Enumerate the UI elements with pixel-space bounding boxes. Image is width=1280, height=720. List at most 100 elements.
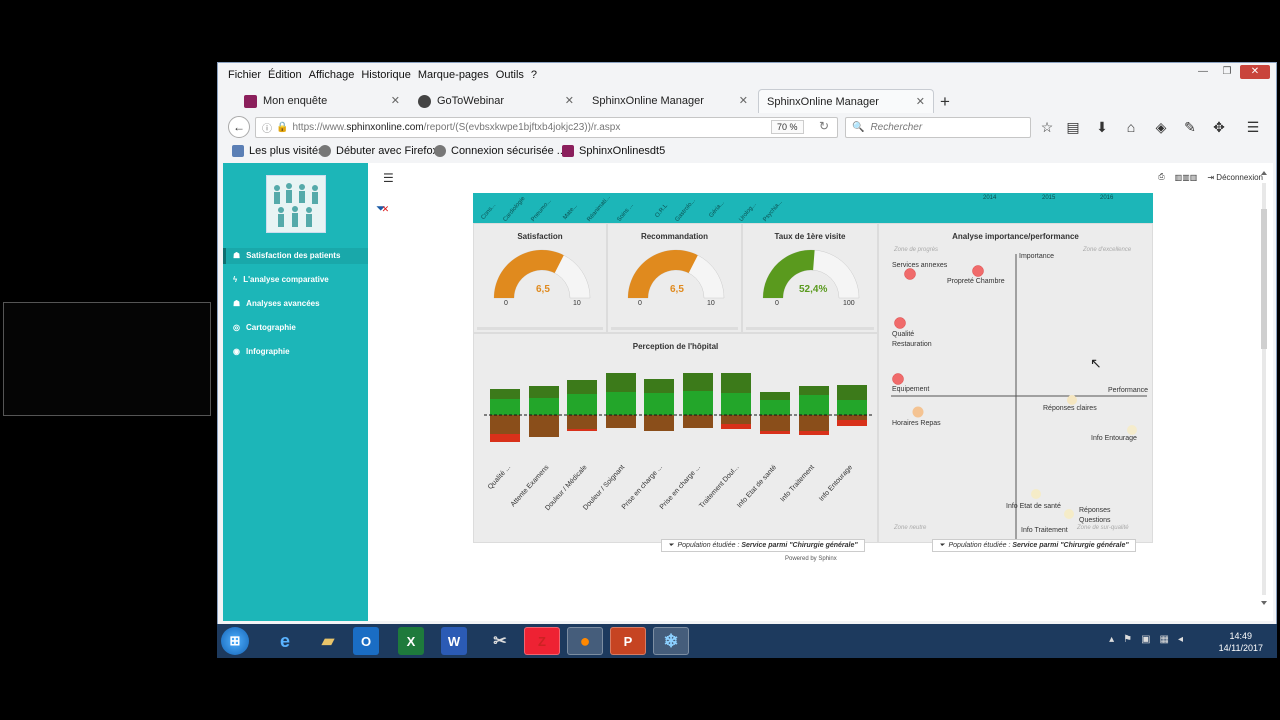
menu-historique[interactable]: Historique [361,69,411,81]
minimize-icon[interactable]: — [1198,66,1208,77]
zoom-indicator[interactable]: 70 % [771,120,804,134]
gauge-fill [763,250,815,298]
sidebar-item-comparative[interactable]: ϟ L'analyse comparative [233,275,329,284]
pen-icon[interactable]: ✎ [1184,119,1196,135]
bookmark-sphinx[interactable]: SphinxOnlinesdt5 [562,145,665,157]
powered-by: Powered by Sphinx [785,556,837,562]
sidebar-item-cartography[interactable]: ◎ Cartographie [233,323,296,332]
sidebar-item-infographic[interactable]: ◉ Infographie [233,347,290,356]
category-label: Prise en charge ... [658,464,703,511]
logout-button[interactable]: ⇥ Déconnexion [1207,172,1263,182]
point-qualite-restauration[interactable] [894,317,906,329]
folder-icon[interactable]: ▰ [321,633,335,650]
menu-outils[interactable]: Outils [495,69,524,81]
reload-icon[interactable]: ↻ [819,119,830,133]
print-icon[interactable]: ⎙ [1158,172,1165,181]
start-button[interactable]: ⊞ [221,627,249,655]
sidebar-item-satisfaction[interactable]: ☗ Satisfaction des patients [233,251,340,260]
tab-sphinx-1[interactable]: SphinxOnline Manager ✕ [584,89,756,113]
point-reponses-questions[interactable] [1064,509,1074,519]
close-icon[interactable]: ✕ [1240,65,1270,79]
bar-qualite [490,389,520,442]
extension-icon[interactable]: ✥ [1213,119,1225,135]
menu-edition[interactable]: Édition [268,69,302,81]
band-label: Réanimati... [586,194,612,223]
home-icon[interactable]: ⌂ [1126,119,1136,135]
powerpoint-icon[interactable]: P [610,627,646,655]
pocket-icon[interactable]: ◈ [1155,119,1167,135]
bookmark-firefox[interactable]: Débuter avec Firefox [319,145,438,157]
point-services-annexes[interactable] [904,268,916,280]
bar-douleur-soignant [606,373,636,428]
export-icon[interactable]: ▥▥▥ [1174,172,1198,182]
band-label: Cons... [480,202,498,221]
search-input[interactable]: 🔍 Rechercher [845,117,1031,138]
sidebar-item-advanced[interactable]: ☗ Analyses avancées [233,299,320,308]
download-icon[interactable]: ⬇ [1096,119,1108,135]
filter-icon[interactable]: ⏷✕ [376,201,390,215]
point-info-entourage[interactable] [1127,425,1137,435]
menu-affichage[interactable]: Affichage [308,69,355,81]
close-tab-icon[interactable]: ✕ [564,95,574,107]
sidebar-item-label: Analyses avancées [246,299,320,308]
point-equipement[interactable] [892,373,904,385]
system-tray[interactable]: ▴⚑▣▦◂ [1109,634,1192,645]
close-tab-icon[interactable]: ✕ [915,96,925,108]
filezilla-icon[interactable]: Z [524,627,560,655]
point-horaires-repas[interactable] [912,406,924,418]
period-band: Cons... Cardiologie Pneumo... Mate... Ré… [473,193,1153,223]
page-scrollbar[interactable] [1259,169,1269,609]
menu-marque-pages[interactable]: Marque-pages [417,69,489,81]
bookmark-connexion[interactable]: Connexion sécurisée ... [434,145,566,157]
reading-list-icon[interactable]: ▤ [1066,119,1080,135]
scissors-icon[interactable]: ✂ [493,633,507,650]
new-tab-icon[interactable]: + [940,92,950,111]
population-filter-2[interactable]: ⏷ Population étudiée : Service parmi "Ch… [932,539,1136,552]
sidebar-item-label: Satisfaction des patients [246,251,341,260]
point-info-etat-sante[interactable] [1031,489,1041,499]
bookmark-icon [232,145,244,157]
snowflake-app-icon[interactable]: ❄ [653,627,689,655]
tab-mon-enquete[interactable]: Mon enquête ✕ [236,89,408,113]
back-button[interactable]: ← [228,116,250,138]
ie-icon[interactable]: e [279,630,290,651]
system-clock[interactable]: 14:49 14/11/2017 [1219,630,1263,654]
menu-toggle-icon[interactable]: ☰ [383,171,394,185]
lightning-icon: ϟ [233,275,238,284]
firefox-icon[interactable]: ● [567,627,603,655]
band-label: Psychia... [762,199,784,223]
category-label: Qualité ... [486,464,513,491]
hamburger-menu-icon[interactable]: ☰ [1246,119,1260,135]
tab-favicon-icon [244,94,257,108]
population-value: Service parmi "Chirurgie générale" [1012,542,1129,549]
gauge-max: 10 [573,300,581,307]
bookmark-label: Les plus visités [249,145,324,157]
band-label: Cardiologie [502,195,527,223]
population-filter-1[interactable]: ⏷ Population étudiée : Service parmi "Ch… [661,539,865,552]
sphinx-icon [562,145,574,157]
category-label: Douleur / Soignant [582,464,627,512]
info-icon[interactable]: ⓘ [262,124,272,135]
point-reponses-claires[interactable] [1067,395,1077,405]
sidebar-item-label: Cartographie [245,323,296,332]
tab-sphinx-active[interactable]: SphinxOnline Manager ✕ [758,89,934,113]
bookmark-most-visited[interactable]: Les plus visités [232,145,324,157]
dashboard-icon: ☗ [233,299,241,308]
close-tab-icon[interactable]: ✕ [738,95,748,107]
window-controls: — ❐ ✕ [1192,65,1270,79]
tab-label: SphinxOnline Manager [592,95,704,107]
word-icon[interactable]: W [441,627,467,655]
gauge-recommandation [627,249,725,299]
zone-label: Zone de progrès [894,247,939,253]
outlook-icon[interactable]: O [353,627,379,655]
point-proprete-chambre[interactable] [972,265,984,277]
excel-icon[interactable]: X [398,627,424,655]
maximize-icon[interactable]: ❐ [1222,66,1232,77]
close-tab-icon[interactable]: ✕ [390,95,400,107]
url-bar[interactable]: ⓘ 🔒 https://www. sphinxonline.com/report/… [255,117,838,138]
menu-fichier[interactable]: Fichier [228,69,262,81]
menu-help[interactable]: ? [530,69,538,81]
url-host: sphinxonline.com [346,122,424,133]
tab-gotowebinar[interactable]: GoToWebinar ✕ [410,89,582,113]
bookmark-star-icon[interactable]: ☆ [1040,119,1054,135]
